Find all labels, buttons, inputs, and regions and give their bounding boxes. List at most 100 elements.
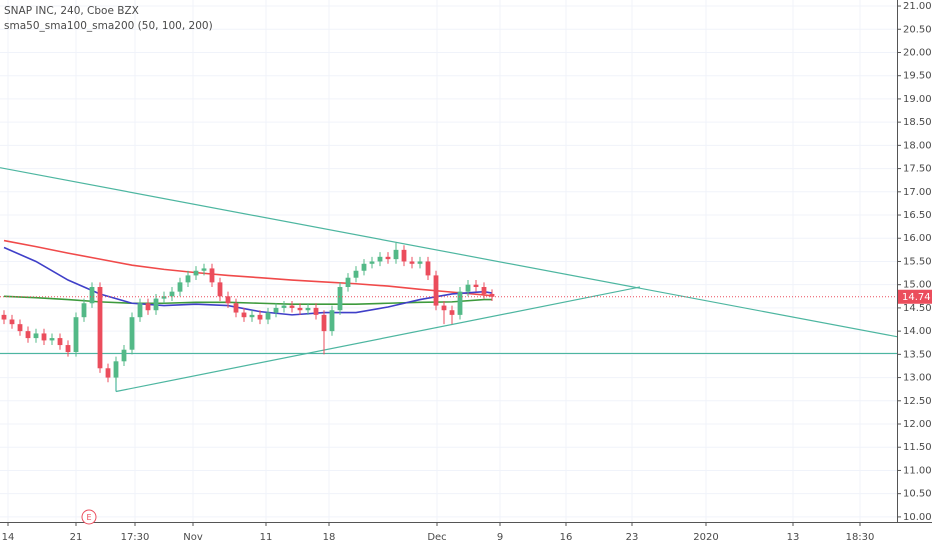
candle-body <box>113 361 119 378</box>
earnings-label: E <box>86 513 91 522</box>
candle-body <box>65 345 71 353</box>
candle-body <box>489 293 495 297</box>
candle-body <box>169 291 175 297</box>
candle-body <box>385 256 391 260</box>
x-tick-label: 18:30 <box>846 532 875 543</box>
candle-body <box>225 296 231 304</box>
candle-body <box>441 305 447 311</box>
candle-body <box>89 287 95 304</box>
candle-body <box>129 317 135 350</box>
candle-body <box>401 249 407 262</box>
y-tick-label: 12.50 <box>903 396 932 407</box>
y-tick-label: 10.00 <box>903 512 932 523</box>
candle-body <box>313 307 319 315</box>
candle-body <box>209 268 215 283</box>
candle-body <box>241 312 247 318</box>
y-tick-label: 11.50 <box>903 442 932 453</box>
candle-body <box>265 312 271 320</box>
y-tick-label: 10.50 <box>903 489 932 500</box>
candle-body <box>393 249 399 260</box>
candle-body <box>337 287 343 311</box>
trend-line <box>115 286 641 393</box>
y-tick-label: 11.00 <box>903 465 932 476</box>
y-tick-label: 18.50 <box>903 117 932 128</box>
candle-body <box>297 307 303 311</box>
candle-body <box>1 314 7 320</box>
y-tick-label: 12.00 <box>903 419 932 430</box>
x-tick-label: Dec <box>427 532 446 543</box>
y-tick-label: 20.00 <box>903 47 932 58</box>
candle-body <box>9 319 15 325</box>
y-tick-label: 15.00 <box>903 280 932 291</box>
candle-body <box>369 261 375 264</box>
y-tick-label: 18.00 <box>903 140 932 151</box>
indicator-legend: sma50_sma100_sma200 (50, 100, 200) <box>4 20 213 32</box>
candle-body <box>33 333 39 339</box>
candle-body <box>321 314 327 332</box>
y-tick-label: 16.00 <box>903 233 932 244</box>
x-tick-label: 21 <box>70 532 83 543</box>
candle-body <box>257 314 263 320</box>
x-tick-label: 11 <box>260 532 273 543</box>
candle-body <box>137 303 143 318</box>
last-price-box <box>898 289 932 304</box>
y-tick-label: 13.00 <box>903 373 932 384</box>
y-tick-label: 14.00 <box>903 326 932 337</box>
candle-body <box>433 275 439 306</box>
candle-body <box>201 268 207 271</box>
y-tick-label: 19.50 <box>903 71 932 82</box>
candle-body <box>73 317 79 353</box>
y-tick-label: 19.00 <box>903 94 932 105</box>
y-tick-label: 21.00 <box>903 1 932 12</box>
x-tick-label: Nov <box>183 532 203 543</box>
candle-body <box>273 307 279 313</box>
x-tick-label: 9 <box>497 532 503 543</box>
candle-body <box>329 310 335 332</box>
candle-body <box>465 284 471 292</box>
candle-body <box>281 305 287 308</box>
y-tick-label: 20.50 <box>903 24 932 35</box>
candle-body <box>17 324 23 332</box>
candle-body <box>481 287 487 294</box>
y-tick-label: 16.50 <box>903 210 932 221</box>
candle-body <box>233 303 239 313</box>
chart-title: SNAP INC, 240, Cboe BZX <box>4 5 139 17</box>
candle-body <box>473 284 479 288</box>
x-tick-label: 17:30 <box>121 532 150 543</box>
candle-body <box>193 270 199 276</box>
sma-line <box>3 295 492 305</box>
earnings-marker <box>81 509 97 525</box>
candle-body <box>81 303 87 318</box>
x-tick-label: 2020 <box>693 532 718 543</box>
candle-body <box>377 256 383 262</box>
candle-body <box>185 275 191 283</box>
y-tick-label: 15.50 <box>903 256 932 267</box>
y-tick-label: 17.50 <box>903 164 932 175</box>
candle-body <box>289 305 295 308</box>
candle-body <box>105 368 111 378</box>
y-tick-label: 13.50 <box>903 349 932 360</box>
candle-body <box>25 331 31 339</box>
last-price-label: 14.74 <box>902 292 931 303</box>
candle-body <box>153 298 159 311</box>
candle-body <box>457 291 463 315</box>
candle-body <box>57 338 63 346</box>
candle-body <box>249 314 255 318</box>
trend-line <box>0 167 898 338</box>
candle-body <box>449 310 455 315</box>
candle-body <box>345 277 351 288</box>
x-tick-label: 14 <box>2 532 15 543</box>
candle-body <box>161 296 167 299</box>
y-tick-label: 14.50 <box>903 303 932 314</box>
candle-body <box>305 307 311 311</box>
candle-body <box>97 287 103 369</box>
candle-body <box>409 261 415 264</box>
x-tick-label: 18 <box>323 532 336 543</box>
candle-body <box>353 270 359 278</box>
candle-body <box>121 349 127 362</box>
candle-body <box>425 261 431 276</box>
x-tick-label: 16 <box>560 532 573 543</box>
candle-body <box>41 333 47 341</box>
